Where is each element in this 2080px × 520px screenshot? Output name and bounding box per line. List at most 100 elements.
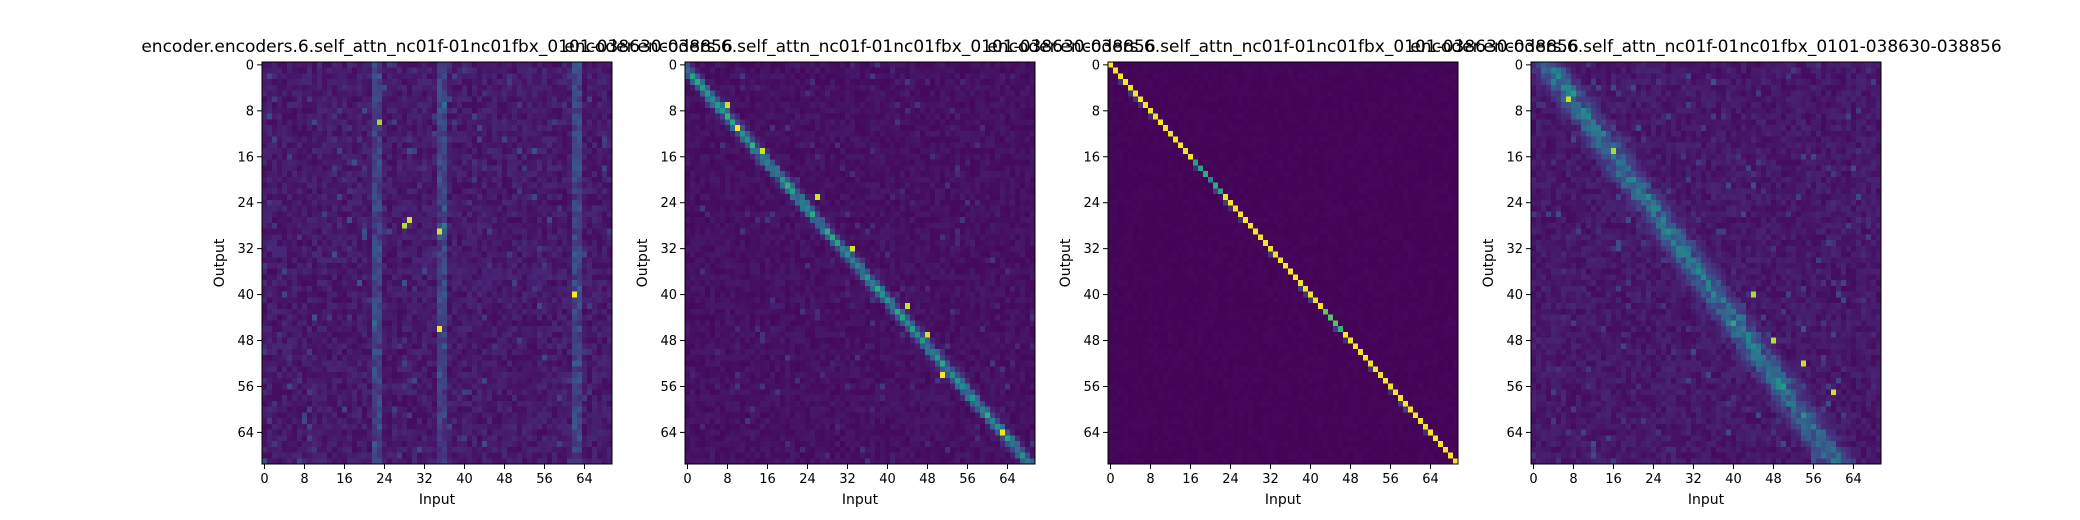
heatmap-cell [477, 412, 483, 418]
heatmap-cell [312, 292, 318, 298]
heatmap-cell [542, 389, 548, 395]
heatmap-cell [282, 234, 288, 240]
x-tick-label: 48 [496, 472, 513, 487]
heatmap-cell [452, 68, 458, 74]
heatmap-cell [357, 435, 363, 441]
heatmap-cell [477, 246, 483, 252]
heatmap-cell [417, 114, 423, 120]
heatmap-cell [377, 424, 383, 430]
heatmap-cell [472, 430, 478, 436]
heatmap-cell [467, 407, 473, 413]
heatmap-cell [347, 177, 353, 183]
heatmap-cell [582, 96, 588, 102]
heatmap-cell [487, 177, 493, 183]
heatmap-cell [442, 263, 448, 269]
heatmap-cell [302, 292, 308, 298]
heatmap-cell [537, 79, 543, 85]
heatmap-cell [412, 211, 418, 217]
heatmap-cell [835, 62, 841, 68]
heatmap-cell [422, 148, 428, 154]
heatmap-cell [402, 332, 408, 338]
heatmap-cell [347, 73, 353, 79]
heatmap-cell [557, 263, 563, 269]
heatmap-cell [312, 361, 318, 367]
heatmap-cell [577, 320, 583, 326]
heatmap-cell [567, 366, 573, 372]
heatmap-cell [422, 229, 428, 235]
heatmap-cell [322, 372, 328, 378]
heatmap-cell [287, 114, 293, 120]
heatmap-cell [587, 119, 593, 125]
heatmap-cell [402, 73, 408, 79]
heatmap-cell [582, 91, 588, 97]
heatmap-cell [487, 297, 493, 303]
heatmap-cell [592, 252, 598, 258]
heatmap-cell [497, 366, 503, 372]
heatmap-cell [327, 91, 333, 97]
heatmap-cell [557, 401, 563, 407]
heatmap-cell [457, 395, 463, 401]
heatmap-cell [452, 343, 458, 349]
heatmap-cell [347, 194, 353, 200]
heatmap-cell [472, 269, 478, 275]
heatmap-cell [352, 384, 358, 390]
heatmap-cell [537, 131, 543, 137]
heatmap-cell [477, 102, 483, 108]
heatmap-cell [322, 142, 328, 148]
heatmap-cell [262, 206, 268, 212]
heatmap-cell [337, 361, 343, 367]
heatmap-cell [327, 229, 333, 235]
heatmap-cell [447, 286, 453, 292]
heatmap-cell [497, 412, 503, 418]
heatmap-cell [457, 453, 463, 459]
heatmap-cell [537, 194, 543, 200]
heatmap-cell [287, 211, 293, 217]
heatmap-cell [272, 366, 278, 372]
heatmap-cell [452, 441, 458, 447]
heatmap-cell [317, 160, 323, 166]
heatmap-cell [537, 297, 543, 303]
heatmap-cell [865, 62, 871, 68]
heatmap-cell [422, 171, 428, 177]
heatmap-cell [367, 96, 373, 102]
heatmap-cell [542, 418, 548, 424]
heatmap-cell [477, 286, 483, 292]
heatmap-cell [587, 407, 593, 413]
heatmap-cell [377, 372, 383, 378]
heatmap-cell [587, 263, 593, 269]
heatmap-cell [442, 183, 448, 189]
heatmap-cell [392, 119, 398, 125]
heatmap-cell [562, 211, 568, 217]
heatmap-cell [517, 309, 523, 315]
heatmap-cell [457, 102, 463, 108]
heatmap-cell [372, 217, 378, 223]
heatmap-cell [392, 114, 398, 120]
heatmap-cell [562, 85, 568, 91]
heatmap-cell [467, 188, 473, 194]
heatmap-cell [382, 114, 388, 120]
heatmap-cell [477, 85, 483, 91]
heatmap-cell [462, 154, 468, 160]
heatmap-cell [267, 343, 273, 349]
heatmap-cell [557, 68, 563, 74]
heatmap-cell [582, 252, 588, 258]
heatmap-cell [497, 274, 503, 280]
heatmap-cell [427, 343, 433, 349]
heatmap-cell [312, 343, 318, 349]
heatmap-cell [267, 361, 273, 367]
heatmap-cell [482, 274, 488, 280]
heatmap-cell [497, 206, 503, 212]
heatmap-cell [357, 108, 363, 114]
heatmap-cell [427, 274, 433, 280]
heatmap-cell [332, 326, 338, 332]
heatmap-cell [282, 366, 288, 372]
heatmap-cell [492, 441, 498, 447]
heatmap-cell [372, 91, 378, 97]
heatmap-cell [592, 349, 598, 355]
heatmap-cell [357, 234, 363, 240]
heatmap-cell [347, 355, 353, 361]
heatmap-cell [412, 280, 418, 286]
heatmap-cell [557, 223, 563, 229]
heatmap-cell [482, 246, 488, 252]
heatmap-cell [277, 372, 283, 378]
